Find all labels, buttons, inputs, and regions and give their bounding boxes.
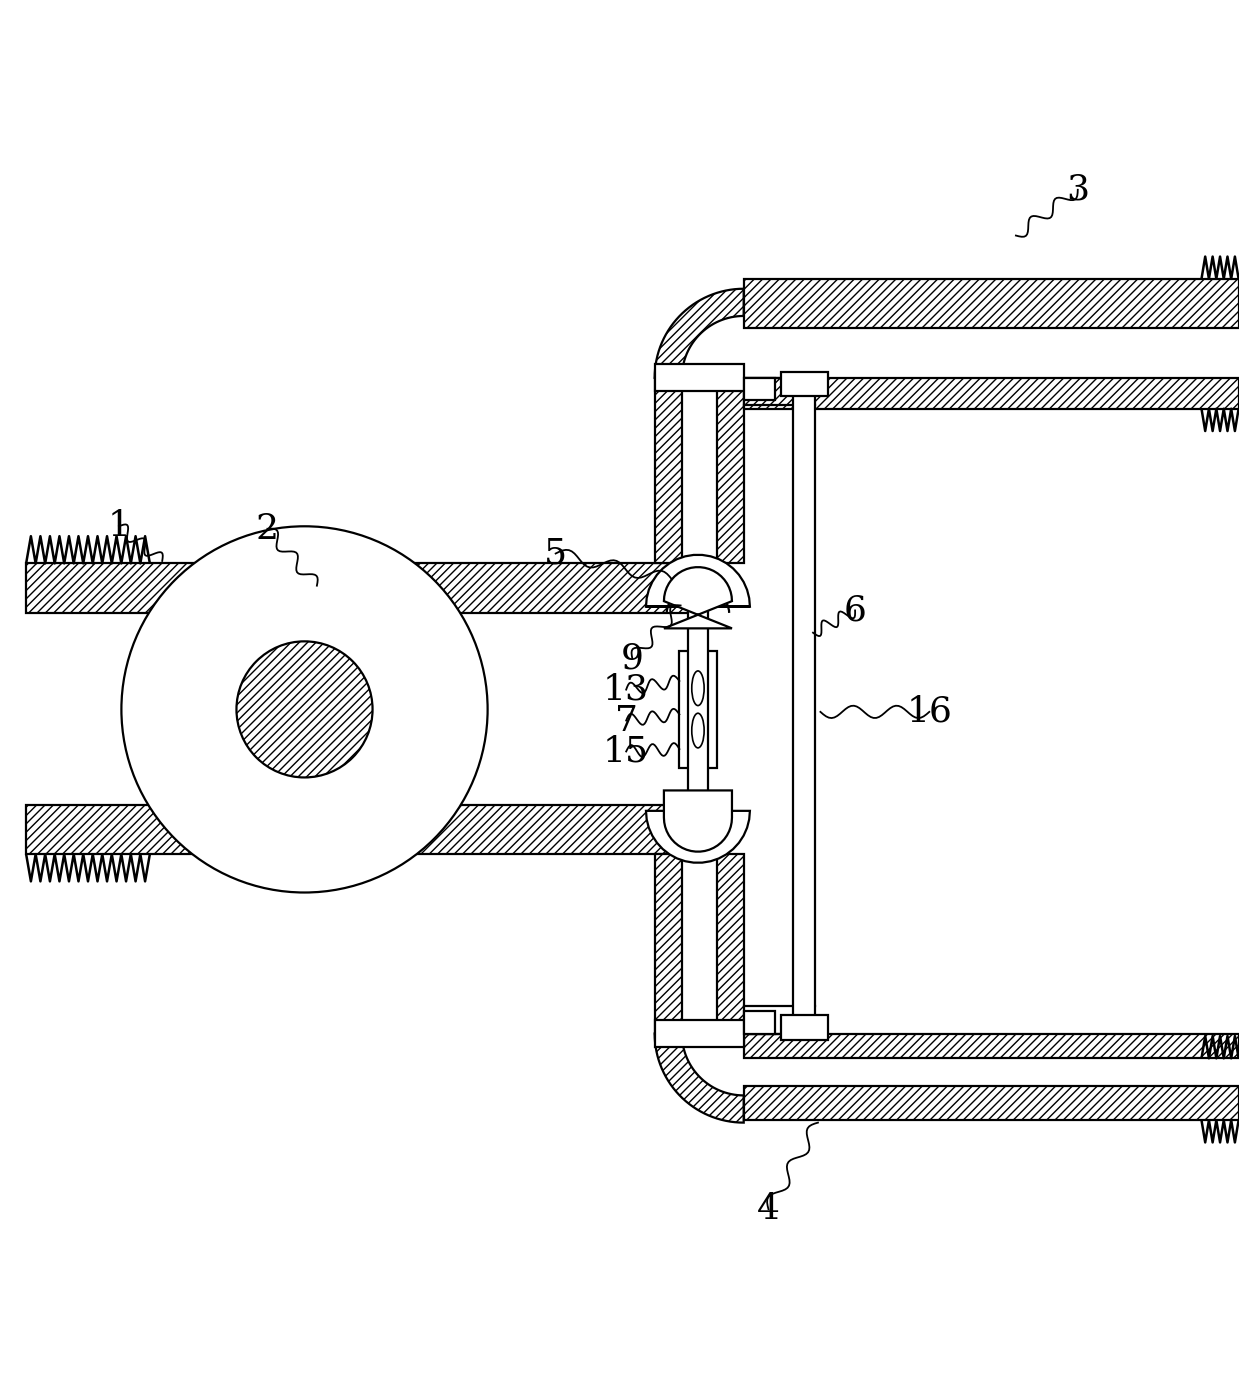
Polygon shape — [663, 567, 732, 628]
Bar — [680, 651, 717, 768]
Text: 1: 1 — [108, 509, 130, 543]
Text: 3: 3 — [1066, 172, 1089, 207]
Polygon shape — [655, 288, 744, 378]
Text: 9: 9 — [621, 642, 644, 676]
Bar — [655, 364, 744, 392]
Bar — [655, 1020, 744, 1048]
Bar — [26, 804, 707, 855]
Ellipse shape — [692, 713, 704, 748]
Bar — [688, 602, 708, 817]
Bar — [744, 378, 1239, 409]
Bar — [717, 855, 744, 1034]
Polygon shape — [646, 811, 750, 863]
Bar — [744, 1011, 775, 1034]
Text: 16: 16 — [906, 695, 952, 729]
Bar — [744, 1034, 1239, 1058]
Bar — [781, 1016, 828, 1039]
Ellipse shape — [692, 672, 704, 705]
Text: 7: 7 — [615, 704, 637, 737]
Bar — [655, 378, 682, 564]
Bar — [794, 383, 816, 1027]
Bar — [26, 564, 707, 613]
Bar — [744, 1086, 1239, 1121]
Text: 2: 2 — [255, 512, 279, 546]
Text: 4: 4 — [756, 1192, 780, 1227]
Polygon shape — [663, 790, 732, 852]
Polygon shape — [646, 555, 750, 607]
Text: 15: 15 — [603, 734, 650, 768]
Bar — [744, 378, 775, 400]
Bar — [717, 378, 744, 564]
Circle shape — [237, 641, 372, 778]
Bar — [655, 855, 682, 1034]
Bar — [781, 372, 828, 396]
Bar — [744, 278, 1239, 329]
Circle shape — [122, 526, 487, 893]
Text: 13: 13 — [603, 673, 650, 706]
Text: 5: 5 — [544, 536, 567, 571]
Text: 6: 6 — [843, 593, 867, 627]
Polygon shape — [655, 1034, 744, 1122]
